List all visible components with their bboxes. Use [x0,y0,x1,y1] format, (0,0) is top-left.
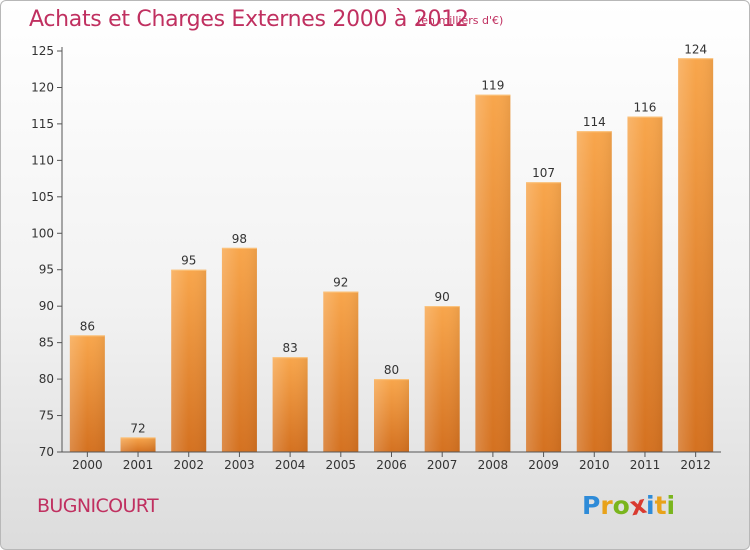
bar-value-label: 90 [435,290,450,304]
logo-letter: r [600,491,613,520]
y-tick-label: 110 [31,153,54,167]
x-tick-label: 2010 [579,458,610,472]
x-tick-label: 2002 [173,458,204,472]
bar-shine [526,182,562,452]
x-tick-label: 2004 [275,458,306,472]
bar-shine [272,357,308,452]
y-tick-label: 70 [39,445,54,459]
bar-shine [171,269,207,452]
bar-shine [475,94,511,452]
y-tick-label: 75 [39,409,54,423]
bar-shine [69,335,105,452]
bar-value-label: 83 [282,341,297,355]
y-tick-label: 95 [39,263,54,277]
bar-value-label: 92 [333,276,348,290]
x-tick-label: 2009 [528,458,559,472]
commune-name: BUGNICOURT [37,495,159,517]
x-tick-label: 2008 [478,458,509,472]
bar-value-label: 98 [232,232,247,246]
logo-letter: i [666,491,676,520]
x-tick-label: 2001 [123,458,154,472]
bar-value-label: 124 [684,42,707,56]
bar-shine [424,306,460,452]
bar-shine [374,379,409,452]
y-tick-label: 115 [31,117,54,131]
y-tick-label: 105 [31,190,54,204]
logo-letter: o [612,491,630,520]
bar-value-label: 72 [130,421,145,435]
bar-value-label: 86 [80,319,95,333]
bar-value-label: 95 [181,254,196,268]
x-tick-label: 2005 [326,458,357,472]
x-tick-label: 2012 [680,458,711,472]
y-tick-label: 85 [39,336,54,350]
x-tick-label: 2000 [72,458,103,472]
bar-shine [323,291,359,452]
bar-shine [221,247,257,452]
bar-value-label: 80 [384,363,399,377]
logo-letter: t [654,491,667,520]
bar-shine [627,116,663,453]
chart-unit: (en milliers d'€) [417,14,504,27]
x-axis: 2000 2001 2002 2003 2004 2005 2006 2007 2008 2009… [62,451,721,472]
y-tick-label: 125 [31,44,54,58]
x-tick-label: 2003 [224,458,255,472]
x-tick-label: 2006 [376,458,407,472]
x-tick-label: 2007 [427,458,458,472]
bar-shine [678,58,714,453]
y-axis: 70 75 80 85 90 95 100 105 110 115 120 125 [31,44,63,459]
y-tick-label: 120 [31,80,54,94]
logo-letter: P [582,491,601,520]
chart-title: Achats et Charges Externes 2000 à 2012 [29,7,469,32]
y-tick-label: 80 [39,372,54,386]
bar-value-label: 107 [532,166,555,180]
logo-letter: i [646,491,655,520]
bar-value-label: 116 [634,101,657,115]
y-tick-label: 100 [31,226,54,240]
bars-group: 86 72 95 98 83 92 80 90 119 107 114 116 124 [69,42,714,453]
bar-value-label: 114 [583,115,606,129]
proxiti-logo[interactable]: Proxiti [582,490,676,522]
bar-shine [576,131,612,452]
bar-value-label: 119 [481,79,504,93]
y-tick-label: 90 [39,299,54,313]
bar-shine [120,437,156,452]
x-tick-label: 2011 [630,458,661,472]
